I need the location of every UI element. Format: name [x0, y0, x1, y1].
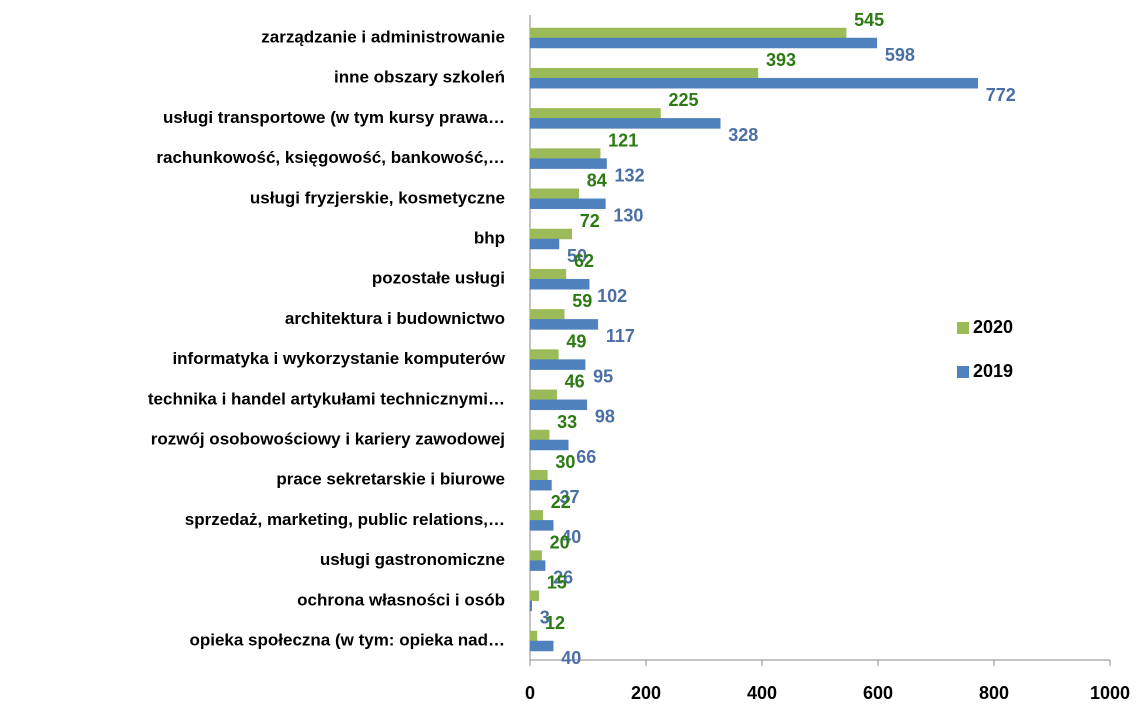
data-label: 37	[559, 487, 579, 507]
data-label: 40	[561, 527, 581, 547]
bar	[529, 188, 579, 200]
data-label: 121	[608, 130, 638, 150]
category-label: technika i handel artykułami technicznym…	[148, 389, 505, 408]
bar	[529, 158, 607, 169]
bar	[529, 640, 554, 652]
bar	[529, 399, 588, 411]
x-tick-label: 200	[631, 683, 661, 703]
bar	[529, 309, 565, 320]
bar	[529, 510, 544, 521]
category-label: architektura i budownictwo	[285, 309, 505, 328]
data-label: 50	[567, 246, 587, 266]
bar	[529, 349, 559, 360]
data-label: 132	[615, 165, 645, 185]
bar	[529, 600, 532, 612]
data-label: 22	[551, 492, 571, 512]
category-label: usługi fryzjerskie, kosmetyczne	[250, 188, 505, 207]
data-label: 40	[561, 648, 581, 668]
bar	[529, 77, 979, 89]
data-label: 95	[593, 366, 613, 386]
bar	[529, 278, 590, 290]
category-label: sprzedaż, marketing, public relations,…	[185, 510, 505, 529]
data-label: 84	[587, 171, 607, 191]
bar	[529, 27, 847, 39]
data-label: 26	[553, 567, 573, 587]
data-label: 62	[574, 251, 594, 271]
bar	[529, 520, 554, 531]
data-label: 46	[565, 372, 585, 392]
category-label: informatyka i wykorzystanie komputerów	[172, 349, 505, 368]
data-label: 225	[669, 90, 699, 110]
bar	[529, 148, 601, 159]
data-label: 12	[545, 613, 565, 633]
category-label: opieka społeczna (w tym: opieka nad…	[189, 630, 505, 649]
bar	[529, 67, 759, 79]
bar	[529, 560, 546, 571]
data-label: 59	[572, 291, 592, 311]
bar	[529, 389, 557, 401]
data-label: 598	[885, 45, 915, 65]
bar	[529, 630, 538, 642]
category-label: zarządzanie i administrowanie	[261, 27, 505, 46]
data-label: 102	[597, 286, 627, 306]
bar	[529, 108, 661, 119]
bar	[529, 479, 552, 491]
bar	[529, 359, 586, 370]
data-label: 545	[854, 10, 884, 30]
x-tick-label: 800	[979, 683, 1009, 703]
bar	[529, 37, 878, 49]
data-label: 66	[576, 447, 596, 467]
bar	[529, 319, 599, 330]
category-label: prace sekretarskie i biurowe	[276, 470, 505, 489]
bar	[529, 118, 721, 129]
data-label: 98	[595, 407, 615, 427]
data-label: 117	[606, 326, 635, 346]
data-label: 3	[540, 608, 550, 628]
category-label: ochrona własności i osób	[297, 590, 505, 609]
bar	[529, 228, 573, 240]
category-label: inne obszary szkoleń	[334, 68, 505, 87]
category-label: usługi gastronomiczne	[320, 550, 505, 569]
data-label: 72	[580, 211, 600, 231]
bar	[529, 439, 569, 451]
bar	[529, 238, 560, 250]
data-label: 20	[550, 532, 570, 552]
legend-label: 2020	[973, 317, 1013, 337]
bar	[529, 550, 542, 561]
bar	[529, 590, 539, 602]
data-label: 30	[555, 452, 575, 472]
legend-swatch	[957, 366, 969, 378]
data-label: 328	[728, 125, 758, 145]
data-label: 33	[557, 412, 577, 432]
data-label: 393	[766, 50, 796, 70]
data-label: 772	[986, 85, 1016, 105]
category-label: usługi transportowe (w tym kursy prawa…	[163, 108, 505, 127]
bar	[529, 469, 548, 481]
data-label: 130	[613, 206, 643, 226]
category-label: pozostałe usługi	[372, 269, 505, 288]
category-label: bhp	[474, 228, 505, 247]
bar	[529, 429, 550, 441]
x-tick-label: 0	[525, 683, 535, 703]
legend-label: 2019	[973, 361, 1013, 381]
x-tick-label: 600	[863, 683, 893, 703]
bar	[529, 268, 567, 280]
category-label: rozwój osobowościowy i kariery zawodowej	[151, 429, 505, 448]
data-label: 49	[566, 331, 586, 351]
legend-swatch	[957, 322, 969, 334]
bar	[529, 198, 606, 210]
x-tick-label: 1000	[1090, 683, 1130, 703]
category-label: rachunkowość, księgowość, bankowość,…	[156, 148, 505, 167]
x-tick-label: 400	[747, 683, 777, 703]
data-label: 15	[547, 573, 567, 593]
